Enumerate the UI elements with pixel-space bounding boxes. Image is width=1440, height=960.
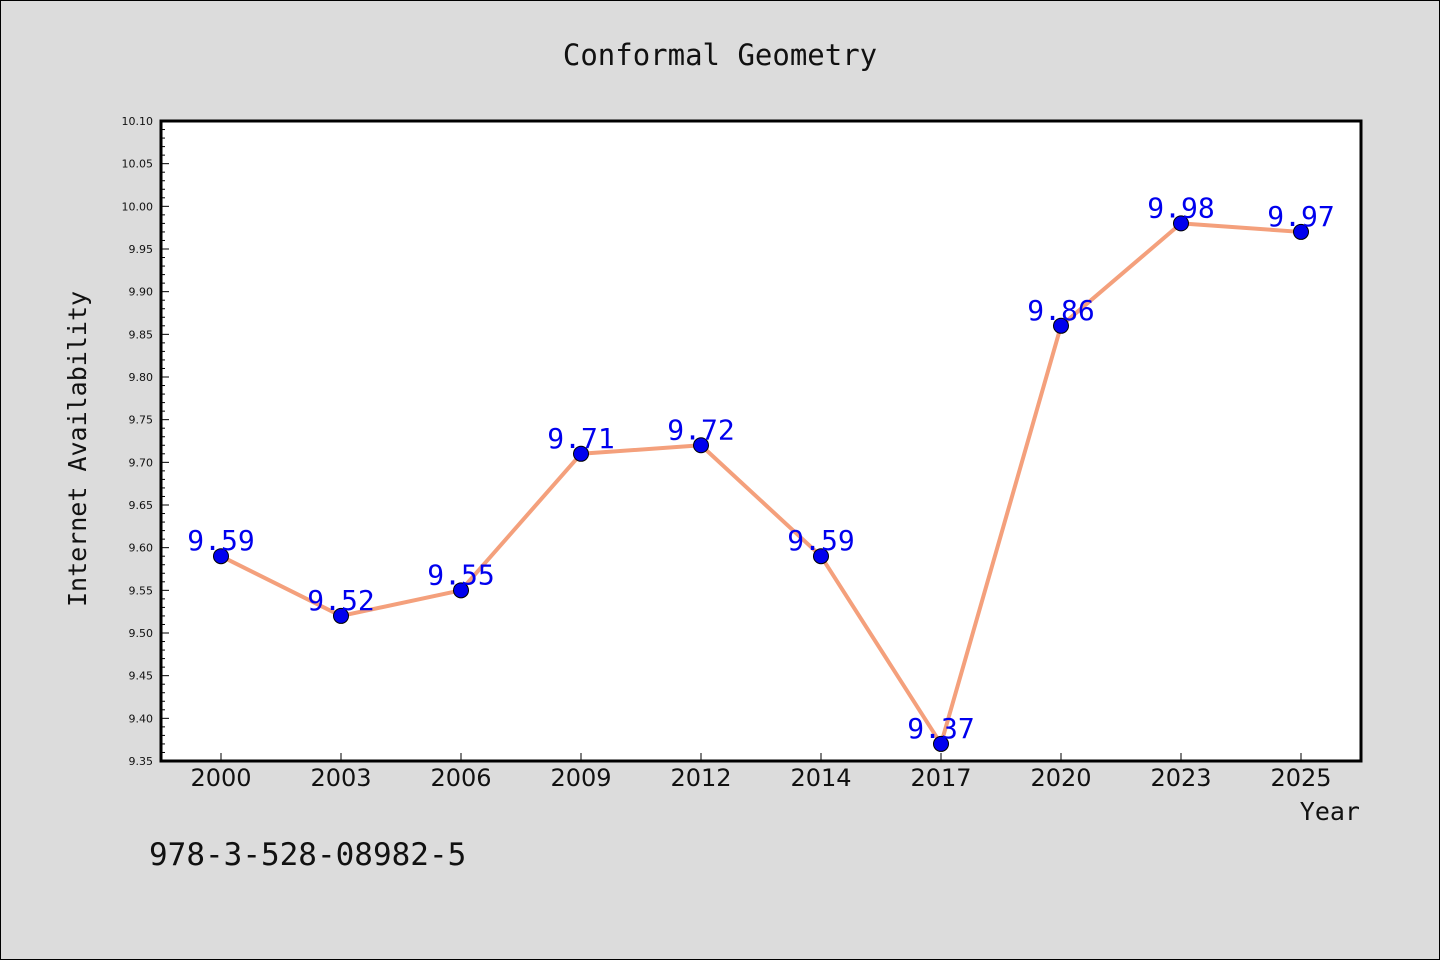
- y-tick-label: 10.00: [122, 200, 154, 213]
- data-label: 9.97: [1267, 200, 1334, 233]
- data-point: [693, 437, 709, 454]
- x-tick-label: 2012: [670, 764, 731, 792]
- series-line: [220, 221, 1302, 746]
- data-label: 9.86: [1027, 294, 1094, 327]
- x-tick-label: 2000: [190, 764, 251, 792]
- y-tick-label: 10.05: [122, 158, 154, 171]
- y-tick-label: 9.45: [129, 670, 154, 683]
- y-tick-label: 9.70: [129, 456, 154, 469]
- x-tick-label: 2025: [1270, 764, 1331, 792]
- data-point: [933, 735, 949, 752]
- y-tick-label: 9.40: [129, 712, 154, 725]
- y-tick-label: 9.50: [129, 627, 154, 640]
- x-tick-label: 2020: [1030, 764, 1091, 792]
- data-point: [573, 445, 589, 462]
- data-label: 9.98: [1147, 191, 1214, 224]
- data-label: 9.55: [427, 558, 494, 591]
- x-tick-label: 2023: [1150, 764, 1211, 792]
- y-tick-label: 9.90: [129, 286, 154, 299]
- data-point: [1173, 215, 1189, 232]
- y-axis-label: Internet Availability: [63, 291, 92, 607]
- data-label: 9.59: [187, 524, 254, 557]
- data-point: [1293, 223, 1309, 240]
- y-tick-label: 9.65: [129, 499, 154, 512]
- data-point: [453, 582, 469, 599]
- y-tick-label: 9.55: [129, 584, 154, 597]
- x-tick-label: 2017: [910, 764, 971, 792]
- y-tick-label: 9.85: [129, 328, 154, 341]
- data-labels: 9.59 9.52 9.55 9.71 9.72 9.59 9.37 9.86 9.98 9.97: [187, 191, 1334, 745]
- y-tick-label: 9.95: [129, 243, 154, 256]
- y-tick-label: 10.10: [122, 115, 154, 128]
- plot-area: [159, 119, 1363, 763]
- data-label: 9.37: [907, 712, 974, 745]
- data-label: 9.59: [787, 524, 854, 557]
- data-label: 9.71: [547, 422, 614, 455]
- x-tick-label: 2003: [310, 764, 371, 792]
- x-tick-label: 2014: [790, 764, 851, 792]
- isbn-footer: 978-3-528-08982-5: [149, 837, 466, 873]
- y-tick-label: 9.80: [129, 371, 154, 384]
- x-tick-label: 2006: [430, 764, 491, 792]
- y-tick-label: 9.35: [129, 755, 154, 768]
- data-label: 9.52: [307, 584, 374, 617]
- data-point: [213, 548, 229, 565]
- data-label: 9.72: [667, 413, 734, 446]
- x-axis-label: Year: [1300, 797, 1360, 826]
- data-point: [813, 548, 829, 565]
- y-tick-label: 9.60: [129, 542, 154, 555]
- chart-title: Conformal Geometry: [563, 38, 877, 72]
- x-axis: 2000 2003 2006 2009 2012 2014 2017 2020 2023 2025: [190, 753, 1332, 792]
- x-tick-label: 2009: [550, 764, 611, 792]
- y-axis: 9.35 9.40 9.45 9.50 9.55 9.60 9.65 9.70 9.75 9.80…: [122, 115, 169, 768]
- y-tick-label: 9.75: [129, 414, 154, 427]
- data-point: [333, 607, 349, 624]
- data-point: [1053, 317, 1069, 334]
- series-layer: [213, 215, 1309, 752]
